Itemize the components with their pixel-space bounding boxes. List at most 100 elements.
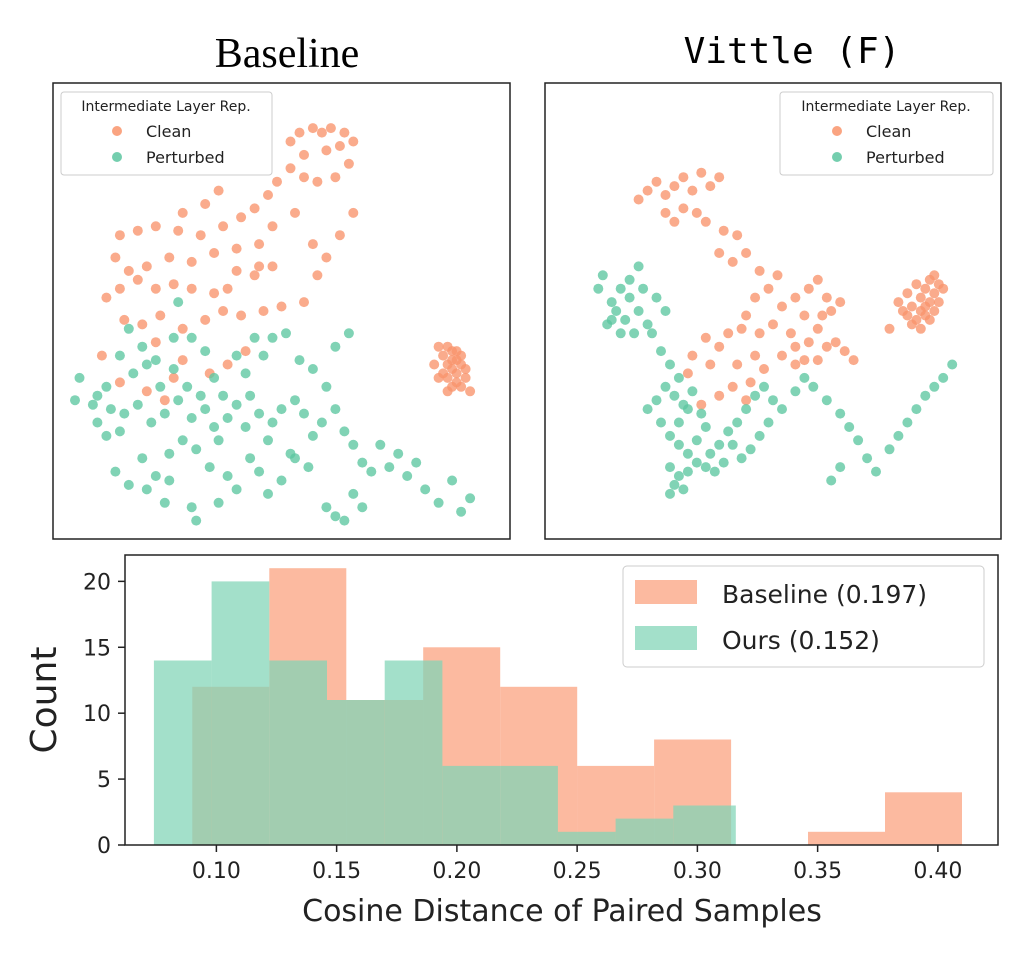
scatter-point-clean [123, 265, 134, 276]
scatter-point-clean [750, 350, 761, 361]
scatter-point-clean [745, 377, 756, 388]
hist-bar-ours [500, 765, 558, 845]
scatter-point-perturbed [101, 430, 112, 441]
legend-swatch-ours [635, 626, 697, 650]
scatter-point-perturbed [929, 381, 940, 392]
scatter-point-perturbed [375, 439, 386, 450]
scatter-point-perturbed [947, 359, 958, 370]
scatter-point-clean [938, 283, 949, 294]
scatter-point-clean [790, 292, 801, 303]
x-tick-label: 0.20 [432, 859, 481, 884]
scatter-point-perturbed [191, 515, 202, 526]
scatter-point-perturbed [213, 435, 224, 446]
scatter-point-clean [150, 337, 161, 348]
scatter-point-clean [150, 283, 161, 294]
scatter-point-clean [168, 372, 179, 383]
scatter-point-perturbed [871, 466, 881, 477]
scatter-point-clean [168, 279, 179, 290]
scatter-point-clean [714, 341, 725, 352]
scatter-point-perturbed [303, 462, 314, 473]
scatter-point-clean [195, 230, 206, 241]
scatter-point-perturbed [777, 404, 787, 415]
histogram-ylabel: Count [24, 647, 65, 754]
scatter-point-clean [348, 136, 359, 147]
scatter-baseline-panel: Intermediate Layer Rep. Clean Perturbed [52, 82, 511, 540]
scatter-point-perturbed [669, 390, 680, 401]
scatter-point-clean [249, 203, 260, 214]
scatter-point-perturbed [209, 372, 220, 383]
scatter-point-perturbed [146, 417, 157, 428]
scatter-point-perturbed [191, 444, 202, 455]
scatter-point-clean [334, 230, 345, 241]
scatter-point-perturbed [240, 422, 251, 432]
scatter-point-clean [222, 283, 233, 294]
scatter-point-perturbed [682, 466, 693, 477]
scatter-point-clean [642, 185, 653, 196]
scatter-point-perturbed [321, 502, 332, 513]
scatter-point-perturbed [665, 359, 675, 370]
hist-bar-ours [153, 660, 212, 845]
scatter-point-perturbed [330, 341, 341, 352]
scatter-vittle-legend-title: Intermediate Layer Rep. [801, 99, 970, 115]
scatter-point-perturbed [447, 475, 458, 486]
scatter-point-clean [267, 221, 278, 232]
hist-bar-ours [442, 765, 501, 845]
scatter-point-perturbed [339, 515, 350, 526]
scatter-point-perturbed [159, 497, 170, 508]
scatter-point-perturbed [186, 502, 197, 513]
scatter-point-clean [258, 306, 269, 316]
scatter-point-perturbed [768, 395, 778, 406]
scatter-point-clean [299, 172, 309, 183]
scatter-vittle-legend-clean: Clean [866, 122, 911, 141]
x-tick-label: 0.25 [553, 859, 602, 884]
scatter-point-perturbed [209, 422, 220, 432]
scatter-point-perturbed [218, 390, 229, 401]
scatter-point-perturbed [660, 306, 671, 316]
scatter-point-perturbed [276, 475, 287, 486]
scatter-point-clean [812, 323, 823, 334]
scatter-point-clean [821, 292, 832, 303]
scatter-point-clean [460, 372, 471, 383]
scatter-point-clean [660, 190, 671, 200]
scatter-point-clean [696, 167, 707, 178]
scatter-point-perturbed [741, 404, 752, 415]
scatter-point-perturbed [384, 462, 395, 473]
scatter-point-perturbed [173, 395, 184, 406]
scatter-point-clean [777, 301, 787, 312]
scatter-point-perturbed [691, 435, 702, 446]
scatter-point-clean [177, 207, 188, 218]
scatter-point-perturbed [763, 417, 774, 428]
scatter-baseline-legend-title: Intermediate Layer Rep. [81, 99, 250, 115]
scatter-point-perturbed [736, 453, 747, 464]
scatter-point-perturbed [665, 462, 675, 473]
scatter-point-clean [714, 172, 725, 183]
hist-bar-ours [384, 660, 443, 845]
scatter-point-perturbed [245, 453, 256, 464]
scatter-point-clean [700, 216, 711, 227]
scatter-point-clean [700, 332, 711, 343]
scatter-point-perturbed [321, 381, 332, 392]
scatter-point-clean [660, 207, 671, 218]
scatter-point-clean [307, 239, 318, 250]
scatter-point-clean [799, 310, 810, 321]
scatter-point-clean [186, 256, 197, 267]
scatter-point-clean [442, 372, 453, 383]
scatter-point-perturbed [642, 404, 653, 415]
scatter-point-perturbed [902, 417, 913, 428]
scatter-point-perturbed [307, 430, 318, 441]
scatter-point-clean [177, 323, 188, 334]
scatter-point-perturbed [673, 439, 684, 450]
scatter-point-perturbed [164, 475, 175, 486]
scatter-point-clean [312, 176, 323, 187]
scatter-point-clean [772, 270, 783, 281]
scatter-point-clean [696, 399, 707, 410]
scatter-point-perturbed [222, 471, 233, 481]
scatter-point-perturbed [186, 332, 197, 343]
scatter-point-clean [812, 274, 823, 285]
scatter-point-clean [114, 377, 125, 388]
scatter-point-perturbed [258, 350, 269, 361]
scatter-point-perturbed [263, 488, 273, 499]
scatter-point-clean [821, 341, 832, 352]
hist-bar-ours [211, 581, 270, 845]
scatter-point-perturbed [705, 448, 716, 459]
